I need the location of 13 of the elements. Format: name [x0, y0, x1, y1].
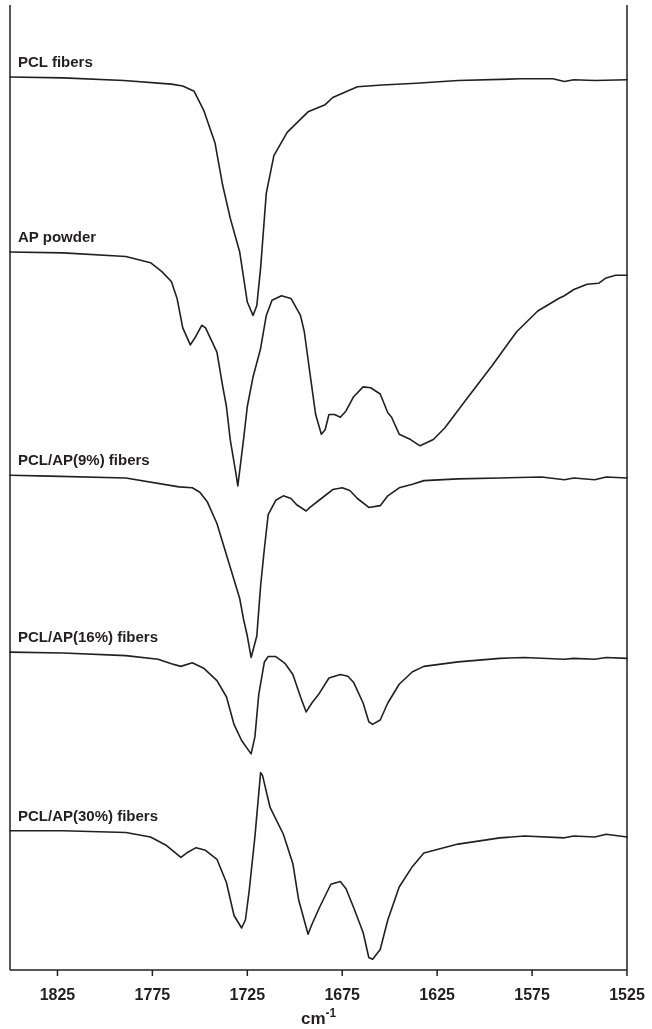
x-axis-title: cm$^{-1}$: [300, 1006, 337, 1028]
x-tick-label: 1525: [609, 986, 645, 1003]
series-label: PCL/AP(16%) fibers: [18, 628, 159, 646]
x-tick-label: 1575: [514, 986, 550, 1003]
x-tick-label: 1625: [419, 986, 456, 1003]
series-label: PCL fibers: [18, 53, 93, 70]
series-label: PCL/AP(30%) fibers: [18, 806, 159, 824]
x-tick-label: 1725: [229, 986, 266, 1003]
series-label: AP powder: [18, 228, 97, 246]
x-tick-label: 1825: [39, 986, 76, 1003]
x-tick-label: 1775: [134, 986, 171, 1003]
series-label: PCL/AP(9%) fibers: [18, 451, 150, 469]
x-tick-label: 1675: [324, 986, 361, 1003]
